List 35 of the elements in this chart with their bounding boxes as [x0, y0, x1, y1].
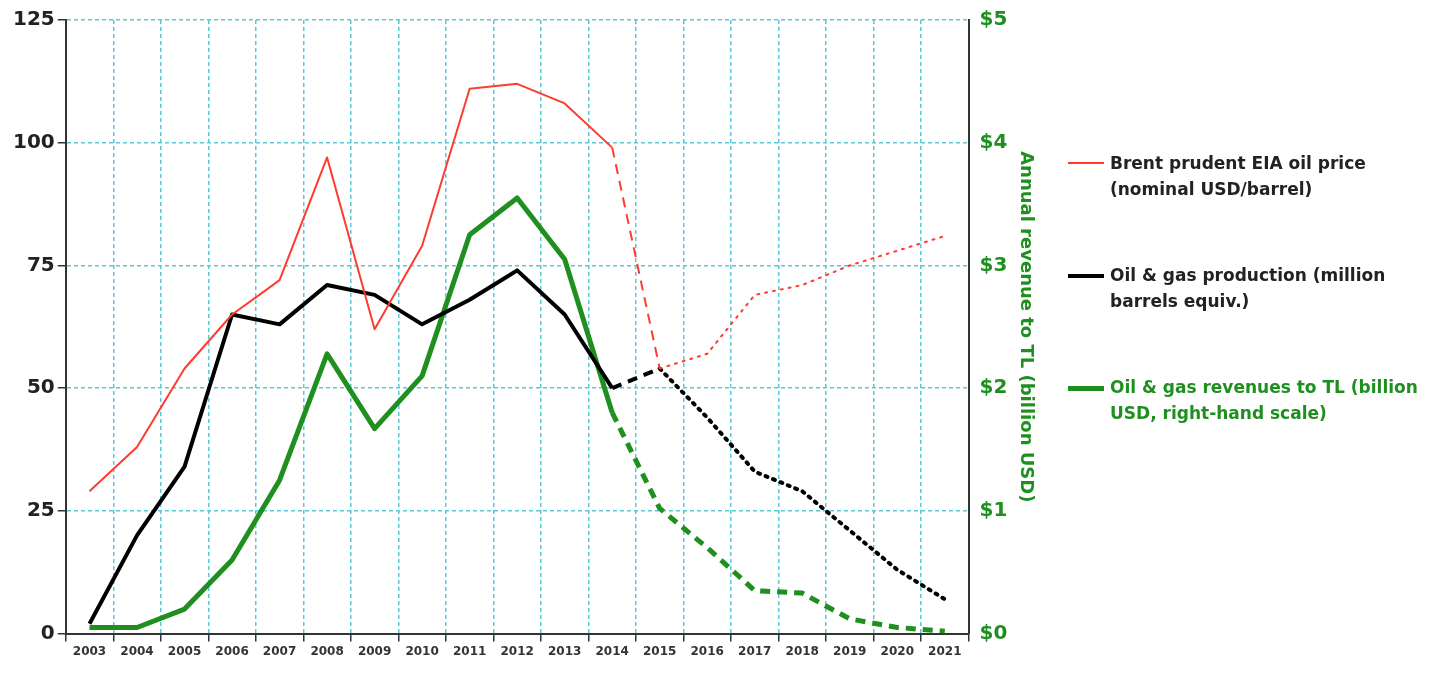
x-tick-label: 2008: [310, 643, 344, 658]
x-tick-label: 2018: [785, 643, 819, 658]
x-tick-label: 2011: [452, 643, 487, 658]
y2-axis-title: Annual revenue to TL (billion USD): [1016, 151, 1038, 503]
y2-tick-label: $2: [979, 374, 1008, 399]
y-tick-label: 0: [40, 619, 55, 644]
x-tick-label: 2015: [643, 643, 677, 658]
y2-tick-label: $3: [979, 251, 1008, 276]
x-tick-label: 2012: [500, 643, 534, 658]
x-tick-label: 2007: [262, 643, 297, 658]
y2-tick-label: $1: [979, 497, 1008, 522]
x-tick-label: 2021: [928, 643, 962, 658]
legend-label: Oil & gas production (million barrels equiv.): [1110, 264, 1387, 313]
legend-label: Oil & gas revenues to TL (billion USD, right-hand scale): [1110, 376, 1419, 425]
legend-label: Brent prudent EIA oil price (nominal USD/barrel): [1110, 152, 1367, 201]
y2-tick-label: $5: [979, 6, 1008, 31]
x-tick-label: 2014: [595, 643, 629, 658]
x-tick-label: 2010: [405, 643, 439, 658]
y-tick-label: 125: [13, 6, 55, 31]
x-tick-label: 2017: [738, 643, 772, 658]
x-tick-label: 2013: [547, 643, 582, 658]
x-tick-label: 2009: [357, 643, 392, 658]
x-tick-label: 2004: [120, 643, 154, 658]
y2-tick-label: $0: [979, 619, 1008, 644]
x-tick-label: 2005: [167, 643, 202, 658]
x-tick-label: 2006: [215, 643, 249, 658]
x-tick-label: 2019: [833, 643, 867, 658]
y-tick-label: 75: [26, 251, 55, 276]
y-tick-label: 25: [26, 497, 55, 522]
x-tick-label: 2016: [690, 643, 724, 658]
y-tick-label: 100: [13, 128, 55, 153]
x-tick-label: 2003: [72, 643, 107, 658]
y-tick-label: 50: [26, 374, 55, 399]
x-tick-label: 2020: [880, 643, 914, 658]
y2-tick-label: $4: [979, 128, 1008, 153]
